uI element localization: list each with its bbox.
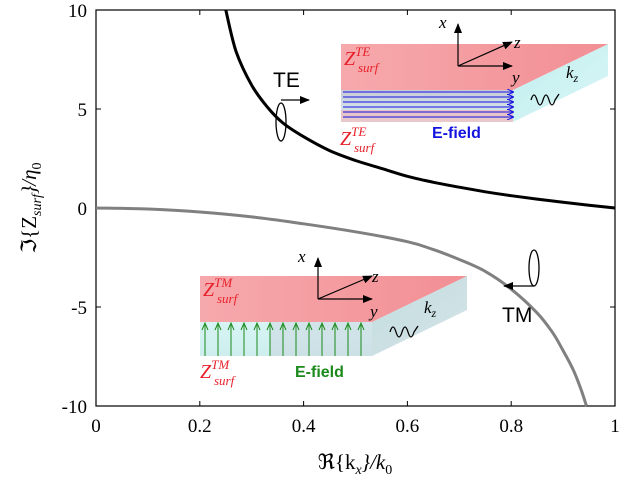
tm-slab-side-shade [372, 276, 467, 356]
te-z-bottom-sub: surf [354, 140, 377, 155]
te-wave-icon [530, 93, 560, 106]
te-coord-x-label: x [438, 13, 447, 32]
tm-z-bottom-sup: TM [211, 357, 230, 372]
tm-z-top-sub: surf [217, 291, 240, 306]
te-annotation: TE [273, 69, 310, 142]
x-tick-label: 1 [610, 416, 620, 437]
tm-field-arrowhead [266, 321, 274, 331]
te-slab-top [341, 44, 608, 90]
y-axis-label: ℑ{Zsurf}/η0 [17, 162, 45, 253]
te-field-lines [343, 92, 513, 117]
x-axis-label-tail-sub: 0 [385, 463, 392, 478]
tm-mode-ring-icon [528, 249, 540, 287]
tm-field-lines [201, 321, 365, 356]
tm-field-arrowhead [318, 321, 326, 331]
tm-field-arrowhead [227, 321, 235, 331]
y-axis-label-main: ℑ{Z [17, 216, 41, 254]
x-axis-label-sub: x [354, 463, 362, 478]
y-axis-label-tail-sub: 0 [30, 162, 45, 169]
tm-z-bottom-main: Z [200, 361, 212, 383]
tm-field-arrowhead [292, 321, 300, 331]
x-tick-label: 0.8 [499, 416, 523, 437]
y-tick-label: -5 [71, 298, 87, 319]
te-z-bottom-label: ZTE surf [340, 124, 377, 155]
te-coord-axes [454, 23, 513, 70]
x-axis-label: ℜ{kx}/k0 [318, 450, 392, 478]
x-axis-label-tail: }/k [362, 450, 386, 474]
te-slab-side [513, 44, 608, 122]
tm-axis-z [317, 275, 373, 300]
te-inset: x z y kz ZTE surf ZTE surf E-field [340, 13, 608, 155]
te-z-top-main: Z [344, 48, 356, 70]
tm-z-top-main: Z [203, 279, 215, 301]
tm-field-arrowhead [305, 321, 313, 331]
te-slab-bottom [341, 110, 513, 122]
tm-slab-front [200, 322, 372, 356]
tm-kz-label: kz [424, 298, 437, 320]
x-axis-ticks: 0 0.2 0.4 0.6 0.8 1 [91, 10, 620, 437]
y-tick-label: 10 [68, 1, 87, 22]
tm-inset: x z y kz ZTM surf ZTM surf E-field [200, 247, 467, 388]
tm-z-bottom-label: ZTM surf [200, 357, 237, 388]
tm-z-bottom-sub: surf [214, 373, 237, 388]
tm-wave-icon [389, 325, 419, 338]
tm-field-arrowhead [214, 321, 222, 331]
tm-field-arrowhead [331, 321, 339, 331]
te-coord-z-label: z [513, 33, 521, 52]
y-axis-label-tail: }/η [17, 169, 41, 194]
tm-field-arrowhead [240, 321, 248, 331]
te-kz-sub: z [573, 71, 579, 85]
tm-field-arrowhead [253, 321, 261, 331]
tm-field-arrowhead [201, 321, 209, 331]
te-label: TE [273, 69, 300, 92]
series-line-te [224, 9, 616, 210]
te-axis-z [457, 41, 513, 67]
tm-kz-sub: z [431, 306, 437, 320]
tm-coord-z-label: z [371, 267, 379, 286]
te-z-bottom-sup: TE [351, 124, 366, 139]
series-line-tm [95, 206, 588, 407]
tm-slab-side [372, 276, 467, 356]
y-tick-label: -10 [62, 397, 87, 418]
te-kz-label: kz [566, 63, 579, 85]
tm-z-top-label: ZTM surf [203, 275, 240, 306]
tm-annotation: TM [502, 249, 540, 327]
te-z-top-sub: surf [358, 60, 381, 75]
te-kz-main: k [566, 63, 574, 82]
te-z-bottom-main: Z [340, 128, 352, 150]
y-tick-label: 0 [78, 199, 88, 220]
x-tick-label: 0 [91, 416, 101, 437]
tm-field-arrowhead [279, 321, 287, 331]
te-field-label: E-field [432, 125, 481, 142]
x-axis-label-main: ℜ{k [318, 450, 356, 474]
tm-coord-x-label: x [297, 247, 306, 266]
series-layer [95, 9, 616, 407]
tm-label: TM [502, 304, 532, 327]
tm-field-arrowhead [344, 321, 352, 331]
te-z-top-sup: TE [355, 44, 370, 59]
tm-coord-axes [314, 257, 373, 303]
y-axis-label-sub: surf [30, 192, 45, 216]
tm-kz-main: k [424, 298, 432, 317]
tm-field-arrowhead [357, 321, 365, 331]
y-tick-label: 5 [78, 100, 88, 121]
x-tick-label: 0.6 [396, 416, 420, 437]
x-tick-label: 0.2 [188, 416, 212, 437]
x-tick-label: 0.4 [292, 416, 316, 437]
te-mode-ring-icon [275, 102, 287, 142]
tm-field-label: E-field [295, 364, 344, 381]
y-axis-ticks: -10 -5 0 5 10 [62, 1, 615, 418]
tm-coord-y-label: y [368, 302, 378, 321]
te-z-top-label: ZTE surf [344, 44, 381, 75]
te-coord-y-label: y [510, 68, 520, 87]
tm-z-top-sup: TM [214, 275, 233, 290]
